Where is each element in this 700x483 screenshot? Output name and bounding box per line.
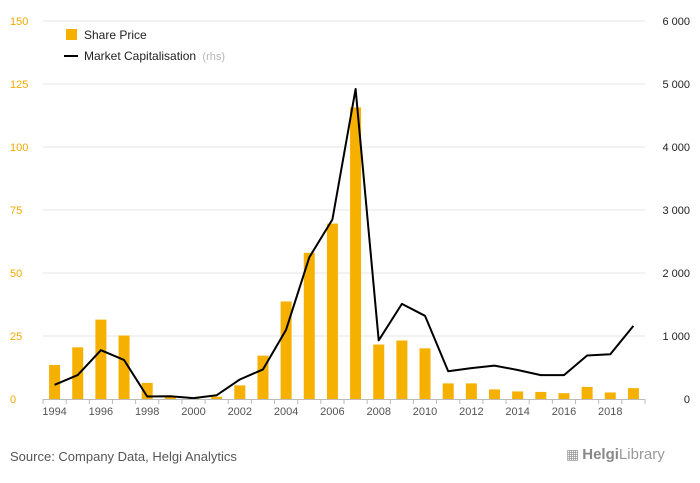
legend-label-share-price: Share Price xyxy=(84,28,147,42)
left-tick-label: 125 xyxy=(10,79,28,91)
bar-share-price-2006 xyxy=(326,223,338,399)
bar-share-price-2014 xyxy=(512,391,524,399)
left-axis-ticks: 0 25 50 75 100 125 150 xyxy=(10,16,28,406)
bar-share-price-2015 xyxy=(535,391,547,399)
right-tick-label: 4 000 xyxy=(662,142,690,154)
right-tick-label: 3 000 xyxy=(662,205,690,217)
bar-share-price-2018 xyxy=(604,392,616,399)
right-tick-label: 6 000 xyxy=(662,16,690,28)
left-tick-label: 75 xyxy=(10,205,22,217)
bar-share-price-2009 xyxy=(396,340,408,399)
right-tick-label: 5 000 xyxy=(662,79,690,91)
legend: Share Price Market Capitalisation (rhs) xyxy=(64,28,225,63)
bar-share-price-2017 xyxy=(581,386,593,399)
x-tick-label: 2006 xyxy=(320,406,344,418)
bar-share-price-2008 xyxy=(373,344,385,399)
bar-share-price-2011 xyxy=(442,383,454,399)
bar-share-price-2007 xyxy=(350,107,362,399)
share-price-bars xyxy=(49,107,639,399)
bar-share-price-2001 xyxy=(211,396,223,399)
bar-share-price-2012 xyxy=(465,383,477,399)
x-tick-label: 1994 xyxy=(42,406,66,418)
legend-label-rhs: (rhs) xyxy=(202,51,225,63)
svg-text:Market Capitalisation (r: Market Capitalisation (rhs) xyxy=(84,49,225,63)
bar-share-price-2019 xyxy=(627,388,639,399)
right-tick-label: 2 000 xyxy=(662,268,690,280)
helgi-library-logo: ▦ HelgiLibrary xyxy=(566,446,665,463)
bar-share-price-2005 xyxy=(303,252,315,399)
x-tick-label: 2008 xyxy=(366,406,390,418)
legend-label-market-cap: Market Capitalisation xyxy=(84,49,196,63)
bar-share-price-2003 xyxy=(257,355,269,399)
market-cap-line xyxy=(54,88,635,400)
left-tick-label: 100 xyxy=(10,142,28,154)
bar-share-price-1996 xyxy=(95,319,107,399)
bar-share-price-1998 xyxy=(141,382,153,399)
bar-share-price-1997 xyxy=(118,335,130,399)
bar-share-price-2013 xyxy=(489,389,500,399)
right-axis-ticks: 0 1 000 2 000 3 000 4 000 5 000 6 000 xyxy=(662,16,690,406)
left-tick-label: 25 xyxy=(10,331,22,343)
x-tick-label: 2002 xyxy=(228,406,252,418)
logo-icon: ▦ xyxy=(566,446,580,462)
left-tick-label: 50 xyxy=(10,268,22,280)
x-tick-label: 2010 xyxy=(413,406,437,418)
chart: 0 25 50 75 100 125 150 0 1 000 2 000 3 000 4 000 5 … xyxy=(10,16,690,418)
x-tick-label: 1998 xyxy=(135,406,159,418)
bar-share-price-2010 xyxy=(419,348,431,399)
gridlines xyxy=(43,20,645,337)
logo-prefix: Helgi xyxy=(582,446,619,463)
bar-share-price-1999 xyxy=(164,396,176,399)
x-tick-label: 2018 xyxy=(598,406,622,418)
logo-suffix: Library xyxy=(618,446,665,463)
bar-share-price-1994 xyxy=(49,364,61,399)
x-axis-ticks: 1994 1996 1998 2000 2002 2004 2006 2008 2010 2012… xyxy=(42,399,646,418)
bar-share-price-2004 xyxy=(280,301,292,399)
x-tick-label: 2016 xyxy=(552,406,576,418)
bar-share-price-1995 xyxy=(72,347,84,399)
bar-share-price-2002 xyxy=(234,385,246,399)
x-tick-label: 2014 xyxy=(505,406,529,418)
bar-share-price-2016 xyxy=(558,393,570,399)
right-tick-label: 1 000 xyxy=(662,331,690,343)
legend-swatch-share-price xyxy=(66,29,77,40)
x-tick-label: 2000 xyxy=(181,406,205,418)
x-tick-label: 2012 xyxy=(459,406,483,418)
left-tick-label: 0 xyxy=(10,394,16,406)
x-tick-label: 1996 xyxy=(89,406,113,418)
left-tick-label: 150 xyxy=(10,16,28,28)
right-tick-label: 0 xyxy=(684,394,690,406)
source-note: Source: Company Data, Helgi Analytics xyxy=(10,449,237,464)
x-tick-label: 2004 xyxy=(274,406,298,418)
